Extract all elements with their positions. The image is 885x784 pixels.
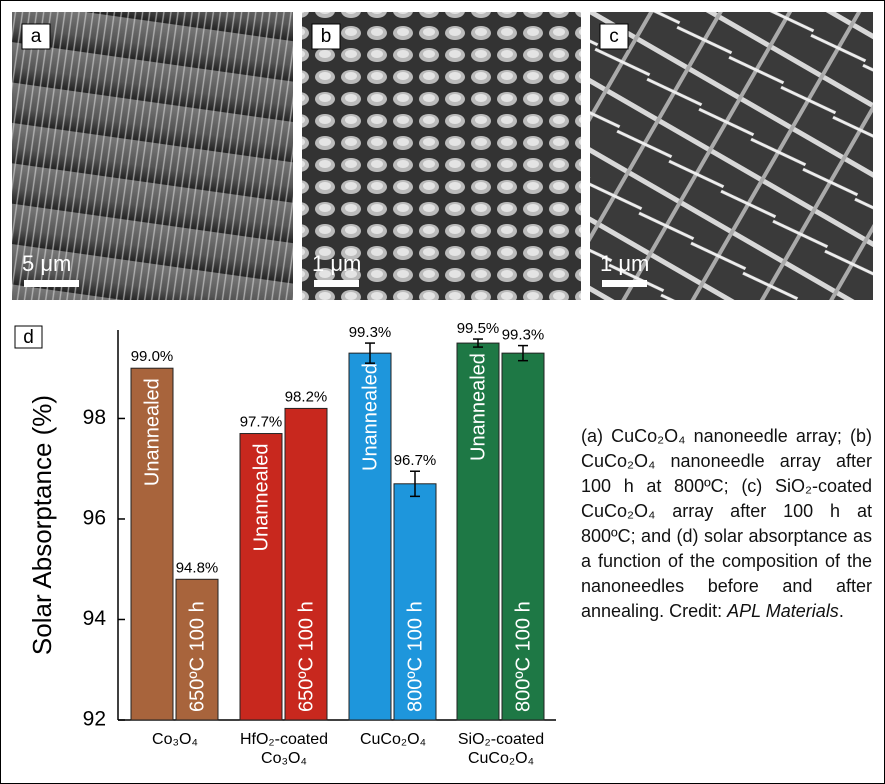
x-tick-label: Co₃O₄ — [152, 731, 198, 748]
bar-label: Unannealed — [141, 378, 163, 486]
bar-label: Unannealed — [359, 363, 381, 471]
caption-text: (a) CuCo₂O₄ nanoneedle array; (b) CuCo₂O… — [581, 426, 872, 621]
x-tick-label: CuCo₂O₄ — [360, 731, 426, 748]
x-tick-label: Co₃O₄ — [261, 750, 307, 767]
value-label: 99.3% — [502, 327, 545, 344]
panel-label-box — [311, 23, 341, 50]
x-tick-label: HfO₂-coated — [240, 731, 328, 748]
y-axis-label: Solar Absorptance (%) — [27, 395, 57, 655]
panel-label-box — [14, 325, 43, 349]
panel-label: c — [609, 26, 619, 47]
sem-image — [302, 12, 581, 300]
y-tick-label: 96 — [83, 507, 106, 530]
bar-label: 650ºC 100 h — [295, 601, 317, 712]
panel-label-box — [21, 23, 51, 50]
x-tick-label: SiO₂-coated — [458, 731, 544, 748]
panel-label-box — [599, 23, 629, 50]
value-label: 99.5% — [457, 320, 500, 337]
bar-label: Unannealed — [250, 444, 272, 552]
bar-label: Unannealed — [467, 353, 489, 461]
y-tick-label: 94 — [83, 607, 107, 630]
scale-bar — [24, 280, 79, 287]
value-label: 96.7% — [394, 452, 437, 469]
bar — [501, 352, 545, 721]
bar-label: 650ºC 100 h — [186, 601, 208, 712]
x-tick-label: CuCo₂O₄ — [468, 750, 534, 767]
bar — [239, 433, 283, 721]
value-label: 99.3% — [349, 324, 392, 341]
scale-bar-label: 1 μm — [312, 251, 361, 276]
scale-bar — [602, 280, 647, 287]
y-tick-label: 92 — [83, 708, 106, 731]
panel-label: b — [321, 26, 332, 47]
bar — [284, 407, 328, 721]
scale-bar-label: 1 μm — [600, 251, 649, 276]
value-label: 94.8% — [176, 559, 219, 576]
bar — [348, 352, 392, 721]
caption: (a) CuCo₂O₄ nanoneedle array; (b) CuCo₂O… — [581, 424, 872, 624]
panel-label: d — [23, 327, 34, 348]
caption-end: . — [838, 601, 844, 621]
bar-label: 800ºC 100 h — [404, 601, 426, 712]
sem-image — [12, 12, 293, 300]
bar-label: 800ºC 100 h — [512, 601, 534, 712]
y-tick-label: 98 — [83, 406, 106, 429]
panel-label: a — [31, 26, 42, 47]
value-label: 97.7% — [240, 414, 283, 431]
sem-image — [590, 12, 873, 300]
bar — [130, 367, 174, 721]
value-label: 99.0% — [131, 348, 174, 365]
scale-bar-label: 5 μm — [22, 251, 71, 276]
caption-source: APL Materials — [727, 601, 839, 621]
scale-bar — [314, 280, 359, 287]
bar — [175, 578, 219, 721]
bar — [456, 342, 500, 721]
value-label: 98.2% — [285, 388, 328, 405]
